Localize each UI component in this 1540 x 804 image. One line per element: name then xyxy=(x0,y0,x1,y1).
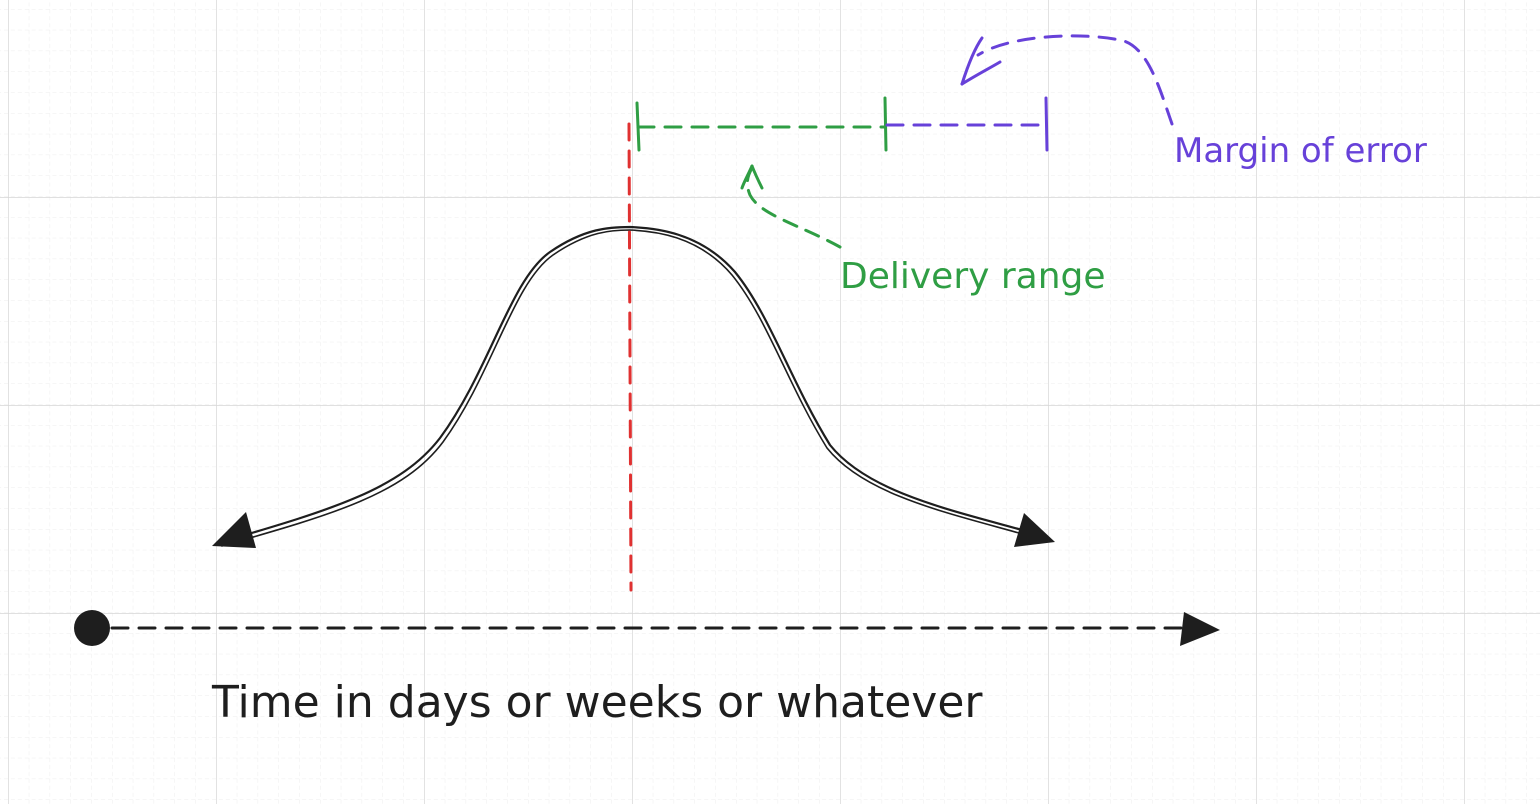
margin-pointer-arrow xyxy=(960,34,1174,126)
delivery-range-bracket xyxy=(635,96,888,152)
bell-curve xyxy=(216,225,1042,547)
delivery-range-label: Delivery range xyxy=(840,256,1106,297)
right-arrowhead xyxy=(1014,513,1055,547)
time-axis-label: Time in days or weeks or whatever xyxy=(211,677,983,728)
delivery-pointer-arrow xyxy=(740,164,842,249)
axis-origin-dot xyxy=(74,610,110,646)
time-axis xyxy=(74,610,1220,646)
margin-of-error-bracket xyxy=(885,96,1049,152)
margin-of-error-label: Margin of error xyxy=(1174,131,1427,171)
left-arrowhead xyxy=(212,512,256,548)
center-line xyxy=(627,122,633,592)
axis-arrowhead xyxy=(1180,612,1220,646)
